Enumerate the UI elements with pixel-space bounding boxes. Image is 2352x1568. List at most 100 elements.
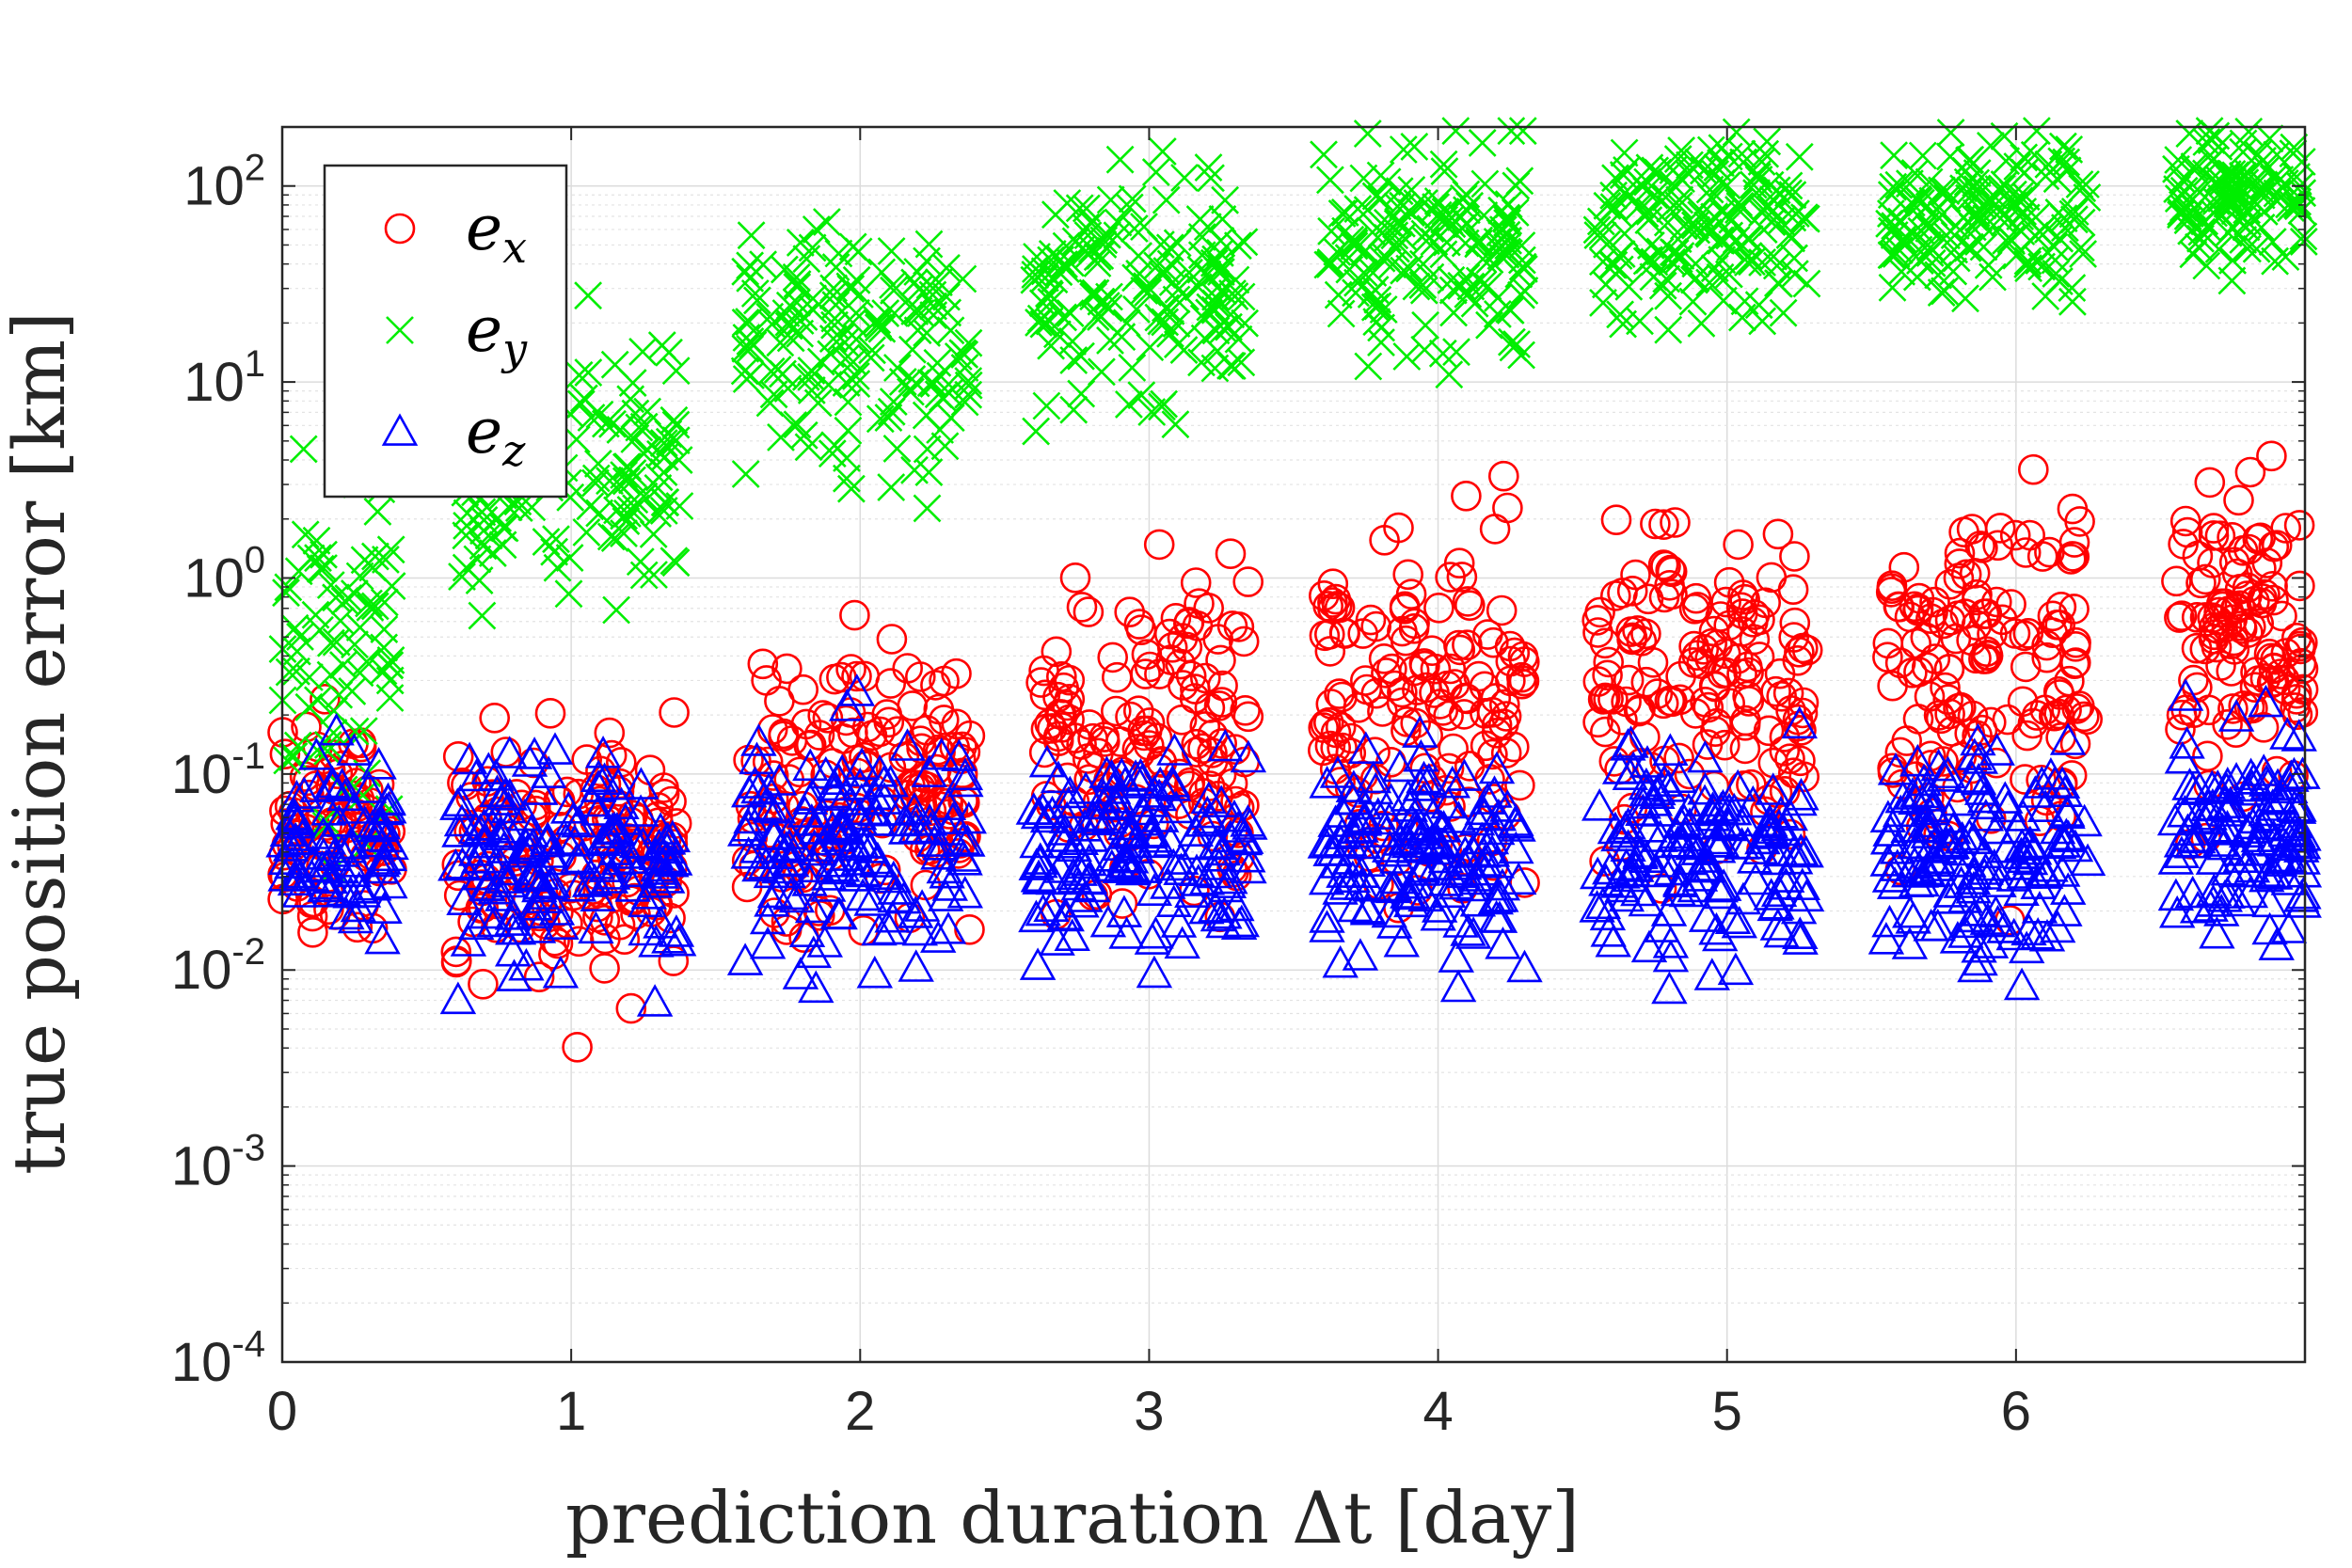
- e-x-point: [2043, 679, 2075, 710]
- e-z-point: [1206, 895, 1243, 929]
- e-z-point: [754, 884, 790, 917]
- e-y-point: [1708, 286, 1738, 315]
- e-y-point: [1323, 237, 1352, 266]
- e-y-point: [1502, 330, 1532, 358]
- e-z-point: [1934, 811, 1972, 845]
- e-x-point: [1961, 610, 1993, 641]
- e-z-point: [491, 778, 529, 811]
- e-z-point: [277, 863, 314, 896]
- e-y-point: [1494, 231, 1523, 261]
- e-z-point: [1622, 834, 1659, 868]
- e-y-point: [1664, 245, 1693, 274]
- e-x-point: [2256, 642, 2287, 674]
- e-x-point: [1489, 689, 1520, 721]
- e-z-point: [1358, 771, 1394, 805]
- e-z-point: [530, 755, 567, 788]
- e-x-point: [1962, 584, 1993, 616]
- e-x-point: [2165, 714, 2196, 745]
- e-y-point: [2180, 156, 2209, 185]
- e-z-point: [2008, 930, 2045, 964]
- e-y-point: [1774, 179, 1803, 208]
- e-z-point: [2163, 835, 2201, 868]
- e-z-point: [1608, 815, 1645, 848]
- e-z-point: [2044, 825, 2082, 858]
- e-y-point: [583, 449, 612, 478]
- e-z-point: [1668, 874, 1706, 908]
- e-x-point: [2198, 513, 2230, 544]
- e-x-point: [1928, 746, 1959, 777]
- e-y-point: [554, 579, 583, 609]
- e-y-point: [1408, 249, 1438, 278]
- e-y-point: [1369, 295, 1398, 324]
- e-y-point: [349, 717, 378, 746]
- e-x-point: [1134, 651, 1166, 683]
- e-y-point: [639, 519, 668, 548]
- e-z-point: [1402, 715, 1438, 748]
- e-y-point: [1118, 184, 1147, 214]
- e-z-point: [819, 896, 857, 929]
- e-y-point: [504, 494, 533, 523]
- e-y-point: [1026, 304, 1056, 333]
- e-x-point: [1648, 509, 1679, 541]
- e-y-point: [774, 308, 803, 337]
- e-y-point: [1493, 208, 1522, 237]
- e-y-point: [370, 615, 399, 644]
- e-y-point: [2265, 166, 2295, 194]
- e-x-point: [882, 716, 914, 748]
- e-y-point: [1441, 117, 1470, 146]
- e-y-point: [936, 316, 965, 345]
- legend-marker-e-y: [386, 316, 414, 344]
- e-y-point: [2013, 249, 2042, 278]
- e-y-point: [1315, 166, 1344, 195]
- e-y-point: [1141, 158, 1170, 187]
- e-x-point: [2166, 600, 2198, 632]
- e-x-point: [1647, 549, 1679, 580]
- e-z-point: [1702, 869, 1739, 903]
- e-y-point: [345, 658, 374, 688]
- e-x-point: [1097, 641, 1128, 673]
- e-y-point: [845, 280, 874, 309]
- e-x-point: [660, 808, 692, 839]
- e-z-point: [949, 824, 986, 857]
- e-z-point: [2046, 774, 2084, 807]
- e-x-point: [894, 740, 926, 771]
- y-tick-labels: 10-4 10-3 10-2 10-1 100 101 102: [171, 148, 265, 1393]
- e-y-point: [603, 496, 631, 525]
- e-z-point: [1869, 800, 1907, 832]
- e-z-point: [496, 958, 532, 991]
- e-y-point: [1020, 265, 1049, 294]
- e-x-point: [1611, 686, 1642, 718]
- e-z-point: [874, 899, 911, 933]
- e-y-point: [1230, 228, 1259, 257]
- e-z-point: [658, 914, 695, 947]
- e-y-point: [1205, 238, 1234, 267]
- e-z-point: [1454, 916, 1492, 949]
- e-z-point: [1967, 852, 2004, 885]
- e-z-point: [1651, 971, 1688, 1005]
- legend-label-e-x: ex: [466, 192, 527, 273]
- e-z-point: [1381, 749, 1419, 783]
- e-z-point: [829, 812, 866, 846]
- e-y-point: [1678, 287, 1708, 316]
- e-z-point: [2269, 717, 2306, 750]
- e-z-point: [1020, 796, 1057, 830]
- e-y-point: [1508, 117, 1537, 146]
- e-y-point: [1189, 304, 1218, 333]
- e-y-point: [1653, 208, 1682, 237]
- e-y-point: [316, 660, 345, 689]
- e-z-point: [2025, 853, 2061, 887]
- x-tick-label: 1: [556, 1381, 586, 1442]
- e-z-point: [1123, 792, 1161, 826]
- e-z-point: [1589, 897, 1627, 931]
- e-z-point: [1891, 895, 1929, 928]
- e-y-point: [1626, 191, 1655, 220]
- e-z-point: [640, 848, 676, 882]
- e-y-point: [731, 460, 760, 488]
- e-z-point: [1652, 939, 1690, 973]
- e-x-point: [1630, 666, 1662, 698]
- e-z-point: [2050, 819, 2087, 853]
- e-y-point: [2204, 132, 2233, 161]
- e-z-point: [844, 878, 882, 911]
- e-x-point: [534, 697, 566, 729]
